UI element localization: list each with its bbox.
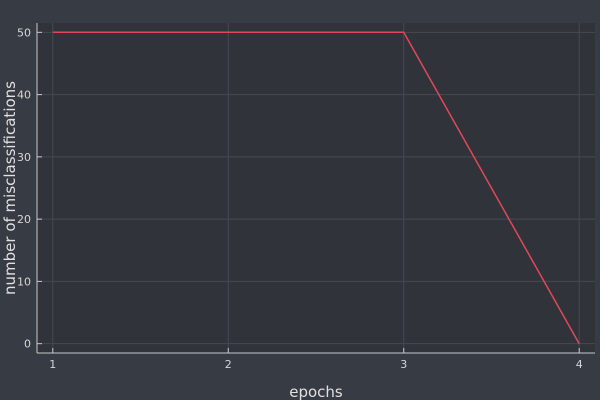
y-tick-label: 30 <box>17 151 31 164</box>
x-tick-label: 4 <box>576 358 583 371</box>
y-tick-label: 0 <box>24 338 31 351</box>
plot-area <box>37 23 595 353</box>
y-axis-title: number of misclassifications <box>1 81 19 295</box>
y-tick-label: 20 <box>17 213 31 226</box>
y-tick-label: 50 <box>17 26 31 39</box>
x-tick-label: 1 <box>49 358 56 371</box>
series-line <box>52 31 580 345</box>
series-group <box>52 31 580 345</box>
x-tick-label: 2 <box>225 358 232 371</box>
grid <box>37 23 595 353</box>
y-tick-label: 40 <box>17 89 31 102</box>
y-tick-label: 10 <box>17 275 31 288</box>
x-tick-label: 3 <box>400 358 407 371</box>
x-axis-title: epochs <box>289 383 343 400</box>
axes <box>36 23 595 354</box>
